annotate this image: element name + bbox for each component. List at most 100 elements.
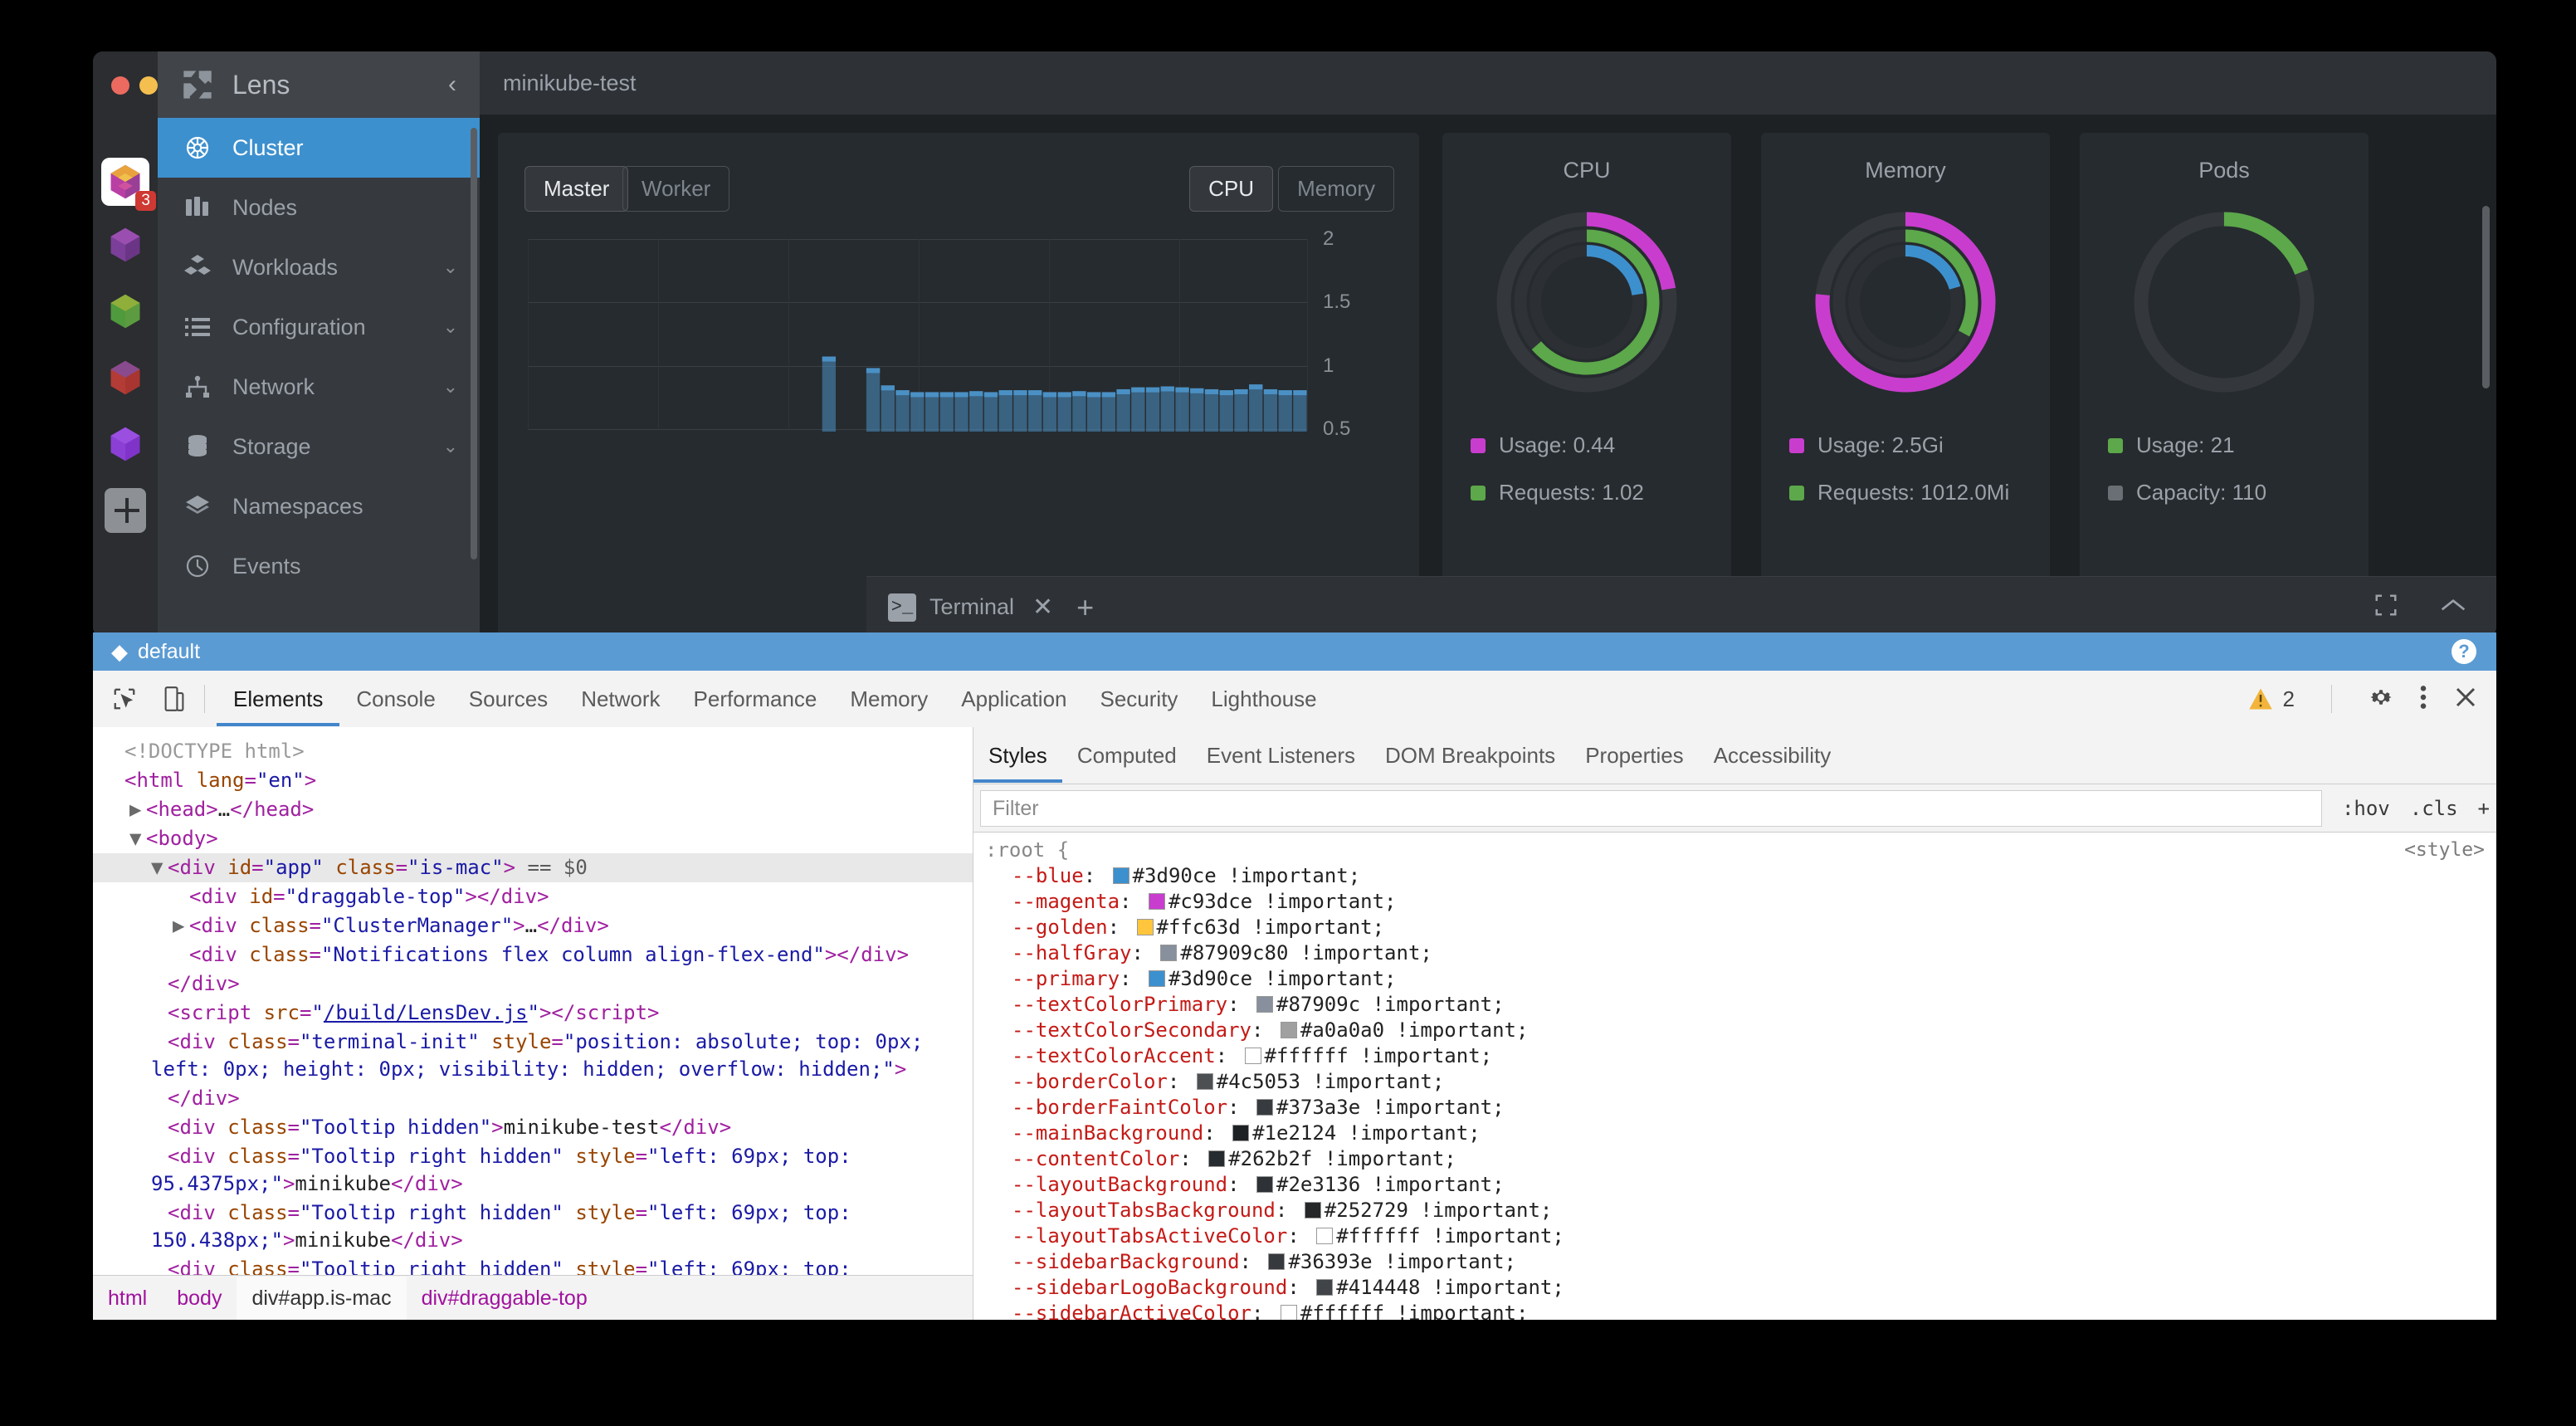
dom-tree-row[interactable]: <div class="terminal-init" style="positi… — [151, 1030, 935, 1081]
color-swatch[interactable] — [1160, 945, 1178, 961]
close-icon[interactable] — [2453, 685, 2478, 714]
dom-tree-row[interactable]: <div class="Tooltip right hidden" style=… — [151, 1145, 864, 1195]
css-property[interactable]: --blue — [1012, 864, 1084, 887]
css-property[interactable]: --layoutTabsBackground — [1012, 1199, 1276, 1222]
hov-toggle[interactable]: :hov — [2341, 796, 2390, 820]
chevron-left-icon[interactable]: ‹ — [448, 71, 456, 98]
inspect-element-icon[interactable] — [106, 681, 143, 717]
css-property[interactable]: --primary — [1012, 967, 1120, 990]
tab-event-listeners[interactable]: Event Listeners — [1206, 743, 1355, 768]
color-swatch[interactable] — [1280, 1305, 1297, 1320]
tab-application[interactable]: Application — [961, 686, 1067, 711]
color-swatch[interactable] — [1304, 1202, 1321, 1218]
css-property[interactable]: --textColorPrimary — [1012, 993, 1228, 1016]
color-swatch[interactable] — [1280, 1022, 1297, 1038]
tab-styles[interactable]: Styles — [973, 728, 1062, 783]
chevron-up-icon[interactable] — [2440, 596, 2466, 618]
sidebar-scrollbar[interactable] — [471, 128, 477, 559]
color-swatch[interactable] — [1256, 996, 1273, 1013]
dom-tree-row[interactable]: ▼ <div id="app" class="is-mac"> == $0 — [93, 853, 973, 882]
css-declaration[interactable]: --layoutBackground: #2e3136 !important; — [1012, 1173, 1505, 1196]
gear-icon[interactable] — [2369, 685, 2393, 714]
tab-network[interactable]: Network — [581, 686, 661, 711]
sidebar-item-events[interactable]: Events — [158, 536, 480, 596]
css-declaration[interactable]: --layoutTabsBackground: #252729 !importa… — [1012, 1199, 1553, 1222]
css-value[interactable]: #414448 — [1336, 1276, 1421, 1299]
plus-icon[interactable]: + — [1076, 589, 1095, 624]
css-property[interactable]: --sidebarLogoBackground — [1012, 1276, 1288, 1299]
css-property[interactable]: --layoutTabsActiveColor — [1012, 1224, 1288, 1248]
sidebar-item-network[interactable]: Network ⌄ — [158, 357, 480, 417]
css-declaration[interactable]: --textColorAccent: #ffffff !important; — [1012, 1044, 1493, 1067]
css-declaration[interactable]: --textColorSecondary: #a0a0a0 !important… — [1012, 1018, 1529, 1042]
disclosure-triangle-icon[interactable]: ▶ — [129, 798, 142, 821]
tab-accessibility[interactable]: Accessibility — [1713, 743, 1832, 768]
color-swatch[interactable] — [1256, 1099, 1273, 1116]
dom-tree-row[interactable]: <div class="Tooltip hidden">minikube-tes… — [168, 1116, 732, 1139]
memory-toggle-button[interactable]: Memory — [1278, 166, 1394, 212]
css-declaration[interactable]: --halfGray: #87909c80 !important; — [1012, 941, 1432, 965]
cls-toggle[interactable]: .cls — [2409, 796, 2458, 820]
css-value[interactable]: #3d90ce — [1168, 967, 1253, 990]
window-close-button[interactable] — [111, 76, 129, 95]
css-declaration[interactable]: --blue: #3d90ce !important; — [1012, 864, 1361, 887]
color-swatch[interactable] — [1136, 919, 1154, 935]
css-value[interactable]: #3d90ce — [1132, 864, 1217, 887]
worker-toggle-button[interactable]: Worker — [622, 166, 730, 212]
color-swatch[interactable] — [1268, 1253, 1286, 1270]
cluster-icon-2[interactable] — [105, 224, 146, 266]
new-style-rule-button[interactable]: + — [2477, 796, 2490, 820]
css-property[interactable]: --textColorAccent — [1012, 1044, 1216, 1067]
dom-tree-row[interactable]: </div> — [168, 1087, 240, 1110]
master-toggle-button[interactable]: Master — [524, 166, 629, 212]
color-swatch[interactable] — [1208, 1150, 1226, 1167]
cluster-icon-minikube-test[interactable]: 3 — [101, 158, 156, 211]
breadcrumb-item[interactable]: div#draggable-top — [421, 1286, 588, 1310]
dom-tree-row[interactable]: ▶ <head>…</head> — [93, 795, 973, 824]
tab-sources[interactable]: Sources — [468, 686, 549, 711]
color-swatch[interactable] — [1316, 1228, 1334, 1244]
css-property[interactable]: --magenta — [1012, 890, 1120, 913]
add-cluster-button[interactable] — [105, 488, 146, 533]
color-swatch[interactable] — [1148, 970, 1165, 987]
color-swatch[interactable] — [1148, 893, 1165, 910]
tab-properties[interactable]: Properties — [1585, 743, 1684, 768]
cluster-icon-4[interactable] — [105, 357, 146, 398]
disclosure-triangle-icon[interactable]: ▼ — [151, 856, 163, 879]
css-value[interactable]: #87909c — [1276, 993, 1361, 1016]
tab-security[interactable]: Security — [1100, 686, 1178, 711]
warning-indicator[interactable]: 2 — [2248, 686, 2295, 712]
css-value[interactable]: #ffc63d — [1156, 916, 1241, 939]
terminal-tab-label[interactable]: Terminal — [929, 594, 1015, 619]
chevron-down-icon[interactable]: ⌄ — [442, 316, 458, 337]
main-scrollbar[interactable] — [2482, 206, 2490, 388]
tab-elements[interactable]: Elements — [217, 671, 340, 726]
css-declaration[interactable]: --mainBackground: #1e2124 !important; — [1012, 1121, 1481, 1145]
fullscreen-icon[interactable] — [2374, 593, 2398, 622]
tab-lighthouse[interactable]: Lighthouse — [1211, 686, 1317, 711]
window-minimize-button[interactable] — [139, 76, 158, 95]
css-declaration[interactable]: --primary: #3d90ce !important; — [1012, 967, 1397, 990]
css-value[interactable]: #ffffff — [1264, 1044, 1349, 1067]
css-declaration[interactable]: --magenta: #c93dce !important; — [1012, 890, 1397, 913]
css-value[interactable]: #1e2124 — [1252, 1121, 1337, 1145]
dom-tree-row[interactable]: <script src="/build/LensDev.js"></script… — [168, 1001, 660, 1024]
css-property[interactable]: --textColorSecondary — [1012, 1018, 1251, 1042]
css-property[interactable]: --borderColor — [1012, 1070, 1168, 1093]
sidebar-item-configuration[interactable]: Configuration ⌄ — [158, 297, 480, 357]
dom-tree-row[interactable]: <div class="Notifications flex column al… — [189, 943, 910, 966]
css-property[interactable]: --halfGray — [1012, 941, 1132, 965]
device-toolbar-icon[interactable] — [156, 681, 193, 717]
tab-console[interactable]: Console — [356, 686, 436, 711]
dom-tree-row[interactable]: <html lang="en"> — [124, 769, 317, 792]
disclosure-triangle-icon[interactable]: ▼ — [129, 827, 142, 850]
css-value[interactable]: #87909c80 — [1180, 941, 1289, 965]
tab-memory[interactable]: Memory — [850, 686, 929, 711]
css-property[interactable]: --borderFaintColor — [1012, 1096, 1228, 1119]
color-swatch[interactable] — [1316, 1279, 1334, 1296]
css-declaration[interactable]: --golden: #ffc63d !important; — [1012, 916, 1385, 939]
css-declaration[interactable]: --borderFaintColor: #373a3e !important; — [1012, 1096, 1505, 1119]
css-declaration[interactable]: --contentColor: #262b2f !important; — [1012, 1147, 1456, 1170]
css-declaration[interactable]: --textColorPrimary: #87909c !important; — [1012, 993, 1505, 1016]
breadcrumb-item[interactable]: body — [177, 1286, 222, 1310]
